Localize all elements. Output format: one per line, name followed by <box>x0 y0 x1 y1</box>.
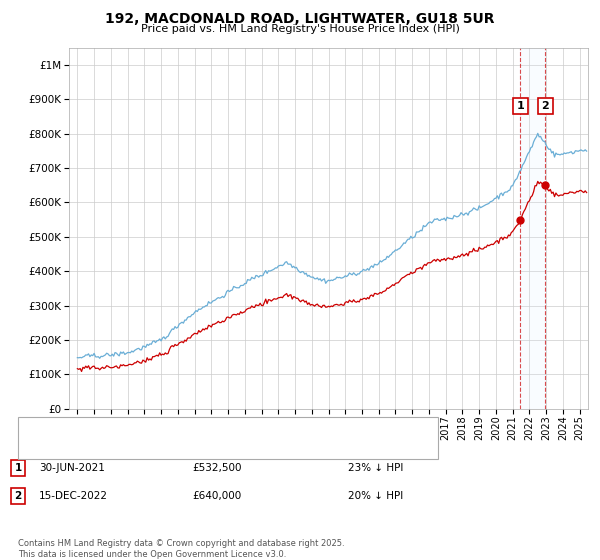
Text: HPI: Average price, detached house, Surrey Heath: HPI: Average price, detached house, Surr… <box>43 441 293 451</box>
Text: —: — <box>25 425 38 438</box>
Text: 192, MACDONALD ROAD, LIGHTWATER, GU18 5UR: 192, MACDONALD ROAD, LIGHTWATER, GU18 5U… <box>105 12 495 26</box>
Bar <box>520 48 545 409</box>
Text: 192, MACDONALD ROAD, LIGHTWATER, GU18 5UR (detached house): 192, MACDONALD ROAD, LIGHTWATER, GU18 5U… <box>43 424 385 434</box>
Text: Price paid vs. HM Land Registry's House Price Index (HPI): Price paid vs. HM Land Registry's House … <box>140 24 460 34</box>
Text: 1: 1 <box>14 463 22 473</box>
Text: £640,000: £640,000 <box>192 491 241 501</box>
Text: 1: 1 <box>517 101 524 111</box>
Text: 23% ↓ HPI: 23% ↓ HPI <box>348 463 403 473</box>
Text: Contains HM Land Registry data © Crown copyright and database right 2025.
This d: Contains HM Land Registry data © Crown c… <box>18 539 344 559</box>
Text: 30-JUN-2021: 30-JUN-2021 <box>39 463 105 473</box>
Text: 2: 2 <box>14 491 22 501</box>
Text: 2: 2 <box>542 101 550 111</box>
Text: —: — <box>25 442 38 455</box>
Text: £532,500: £532,500 <box>192 463 241 473</box>
Text: 15-DEC-2022: 15-DEC-2022 <box>39 491 108 501</box>
Text: 20% ↓ HPI: 20% ↓ HPI <box>348 491 403 501</box>
